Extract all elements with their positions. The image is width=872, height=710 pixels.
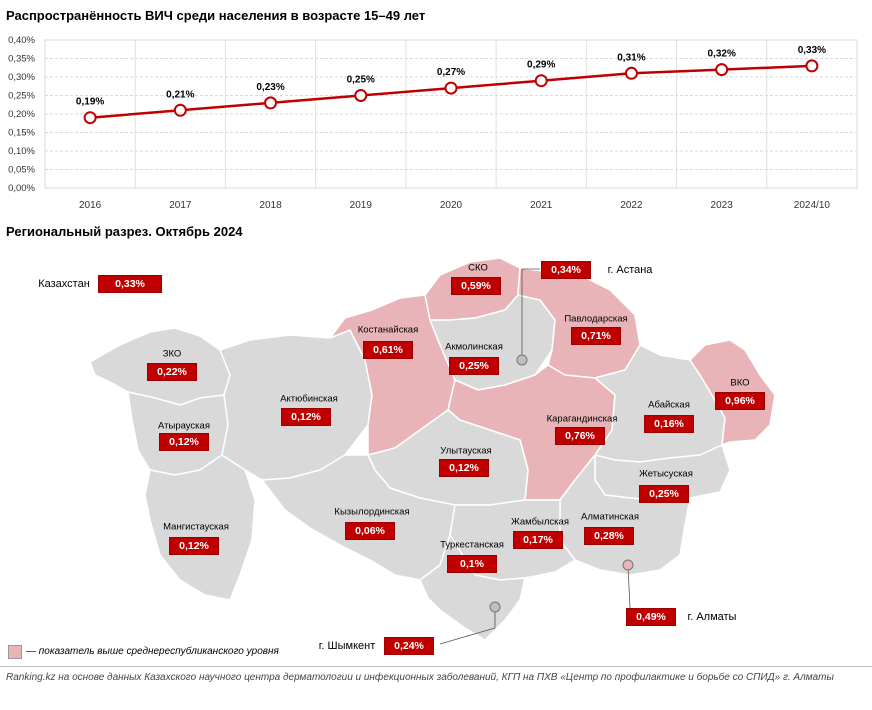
x-tick-label: 2024/10 [794,200,831,211]
data-point [173,103,187,117]
line-chart: 0,00% 0,05% 0,10% 0,15% 0,20% 0,25% 0,30% 0,35%… [8,35,858,211]
x-tick-label: 2021 [530,200,553,211]
data-label: 0,33% [798,45,826,56]
y-tick-label: 0,10% [8,146,35,157]
legend-text: — показатель выше среднереспубликанского… [26,646,279,657]
region-19-value-badge: 0,49% [626,608,676,626]
source-note: Ranking.kz на основе данных Казахского н… [6,672,834,683]
data-point [264,96,278,110]
x-tick-label: 2020 [440,200,463,211]
data-point [715,63,729,77]
y-tick-label: 0,40% [8,35,35,46]
x-tick-label: 2017 [169,200,192,211]
region-shape-mangystau [144,454,256,601]
region-17-value-badge: 0,28% [584,527,634,545]
region-3-value-badge: 0,61% [363,341,413,359]
region-3-name: Костанайская [357,324,419,336]
x-tick-label: 2022 [620,200,643,211]
region-shape-almaty-region [559,454,691,576]
region-13-value-badge: 0,25% [639,485,689,503]
almaty-city-marker [622,559,634,571]
data-label: 0,19% [76,97,104,108]
y-tick-label: 0,30% [8,72,35,83]
y-tick-label: 0,35% [8,54,35,65]
region-2-value-badge: 0,34% [541,261,591,279]
region-7-name: ВКО [730,377,750,389]
kazakhstan-map [89,257,776,645]
region-4-value-badge: 0,25% [449,357,499,375]
legend-swatch [8,645,22,659]
y-tick-label: 0,00% [8,183,35,194]
region-14-value-badge: 0,12% [169,537,219,555]
y-tick-label: 0,05% [8,165,35,176]
region-0-value-badge: 0,33% [98,275,162,293]
region-0-name: Казахстан [38,278,90,290]
data-point [534,74,548,88]
region-16-value-badge: 0,17% [513,531,563,549]
data-label: 0,31% [617,52,645,63]
region-20-name: г. Шымкент [318,640,376,652]
region-11-name: Абайская [648,399,690,411]
data-label: 0,27% [437,67,465,78]
y-tick-label: 0,20% [8,109,35,120]
region-12-name: Улытауская [440,445,492,457]
region-15-name: Кызылординская [334,506,410,518]
x-tick-label: 2018 [259,200,282,211]
divider [0,666,872,667]
region-18-name: Туркестанская [440,539,504,551]
data-label: 0,29% [527,60,555,71]
region-6-value-badge: 0,22% [147,363,197,381]
x-tick-label: 2016 [79,200,102,211]
region-1-value-badge: 0,59% [451,277,501,295]
region-16-name: Жамбылская [511,516,569,528]
data-point [444,81,458,95]
region-19-name: г. Алматы [687,611,737,623]
region-1-name: СКО [468,262,488,274]
data-point [83,111,97,125]
chart-title: Распространённость ВИЧ среди населения в… [6,8,426,23]
data-label: 0,21% [166,89,194,100]
region-5-value-badge: 0,71% [571,327,621,345]
region-13-name: Жетысуская [639,468,693,480]
x-tick-label: 2019 [350,200,373,211]
region-14-name: Мангистауская [163,521,229,533]
region-7-value-badge: 0,96% [715,392,765,410]
data-label: 0,32% [707,49,735,60]
region-2-name: г. Астана [607,264,653,276]
region-8-value-badge: 0,12% [281,408,331,426]
region-9-value-badge: 0,12% [159,433,209,451]
shymkent-city-marker [489,601,501,613]
x-tick-label: 2023 [711,200,734,211]
region-5-name: Павлодарская [564,313,628,325]
region-10-name: Карагандинская [546,413,618,425]
data-label: 0,25% [347,75,375,86]
region-4-name: Акмолинская [445,341,503,353]
data-point [624,66,638,80]
region-15-value-badge: 0,06% [345,522,395,540]
y-tick-label: 0,15% [8,128,35,139]
data-label: 0,23% [256,82,284,93]
y-tick-label: 0,25% [8,91,35,102]
map-title: Региональный разрез. Октябрь 2024 [6,224,243,239]
region-17-name: Алматинская [581,511,639,523]
region-18-value-badge: 0,1% [447,555,497,573]
region-8-name: Актюбинская [280,393,338,405]
data-point [354,89,368,102]
region-9-name: Атырауская [158,420,210,432]
region-10-value-badge: 0,76% [555,427,605,445]
region-shape-turkestan [419,534,526,641]
region-20-value-badge: 0,24% [384,637,434,655]
region-11-value-badge: 0,16% [644,415,694,433]
region-6-name: ЗКО [162,348,182,360]
data-point [805,59,819,73]
astana-city-marker [516,354,528,366]
region-12-value-badge: 0,12% [439,459,489,477]
